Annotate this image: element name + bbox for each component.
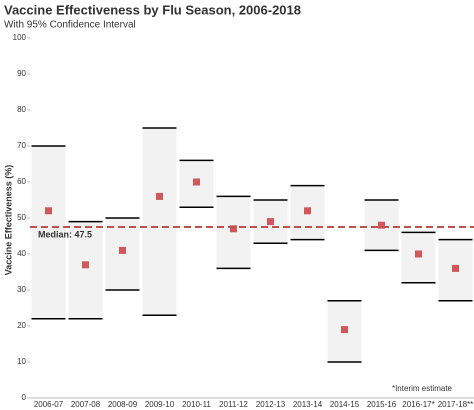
- point-estimate: [45, 207, 52, 215]
- point-estimate: [82, 261, 89, 269]
- y-tick-label: 60: [17, 177, 26, 186]
- y-tick-label: 80: [17, 105, 26, 114]
- confidence-interval: [31, 146, 66, 319]
- confidence-interval: [216, 196, 251, 269]
- x-tick-label: 2007-08: [71, 400, 101, 409]
- y-tick-label: 40: [17, 249, 26, 258]
- point-estimate: [378, 221, 385, 229]
- y-tick-label: 30: [17, 285, 26, 294]
- x-tick-label: 2010-11: [182, 400, 211, 409]
- y-tick-label: 90: [17, 69, 26, 78]
- confidence-interval: [401, 232, 436, 283]
- point-estimate: [156, 192, 163, 200]
- chart-subtitle: With 95% Confidence Interval: [4, 20, 136, 31]
- x-tick-label: 2006-07: [34, 400, 64, 409]
- point-estimate: [230, 225, 237, 233]
- point-estimate: [415, 250, 422, 258]
- chart-title: Vaccine Effectiveness by Flu Season, 200…: [4, 2, 301, 17]
- y-tick-label: 20: [17, 321, 26, 330]
- y-tick-label: 0: [22, 393, 27, 402]
- x-tick-label: 2017-18**: [438, 400, 474, 409]
- confidence-interval: [142, 128, 177, 316]
- point-estimate: [193, 178, 200, 186]
- x-tick-label: 2013-14: [293, 400, 323, 409]
- point-estimate: [267, 218, 274, 226]
- x-tick-label: 2011-12: [219, 400, 248, 409]
- point-estimate: [304, 207, 311, 215]
- confidence-interval: [68, 221, 103, 319]
- x-tick-label: 2016-17*: [402, 400, 434, 409]
- annotation: *Interim estimate: [392, 384, 453, 393]
- point-estimate: [452, 264, 459, 272]
- y-tick-label: 70: [17, 141, 26, 150]
- confidence-interval: [105, 218, 140, 290]
- x-tick-label: 2015-16: [367, 400, 397, 409]
- x-tick-label: 2014-15: [330, 400, 360, 409]
- y-tick-label: 100: [13, 33, 27, 42]
- y-axis-label: Vaccine Effectiveness (%): [3, 165, 13, 276]
- x-tick-label: 2012-13: [256, 400, 286, 409]
- x-tick-label: 2008-09: [108, 400, 138, 409]
- point-estimate: [341, 326, 348, 334]
- median-label: Median: 47.5: [38, 229, 92, 239]
- y-tick-label: 50: [17, 213, 26, 222]
- x-tick-label: 2009-10: [145, 400, 175, 409]
- point-estimate: [119, 246, 126, 254]
- y-tick-label: 10: [17, 357, 26, 366]
